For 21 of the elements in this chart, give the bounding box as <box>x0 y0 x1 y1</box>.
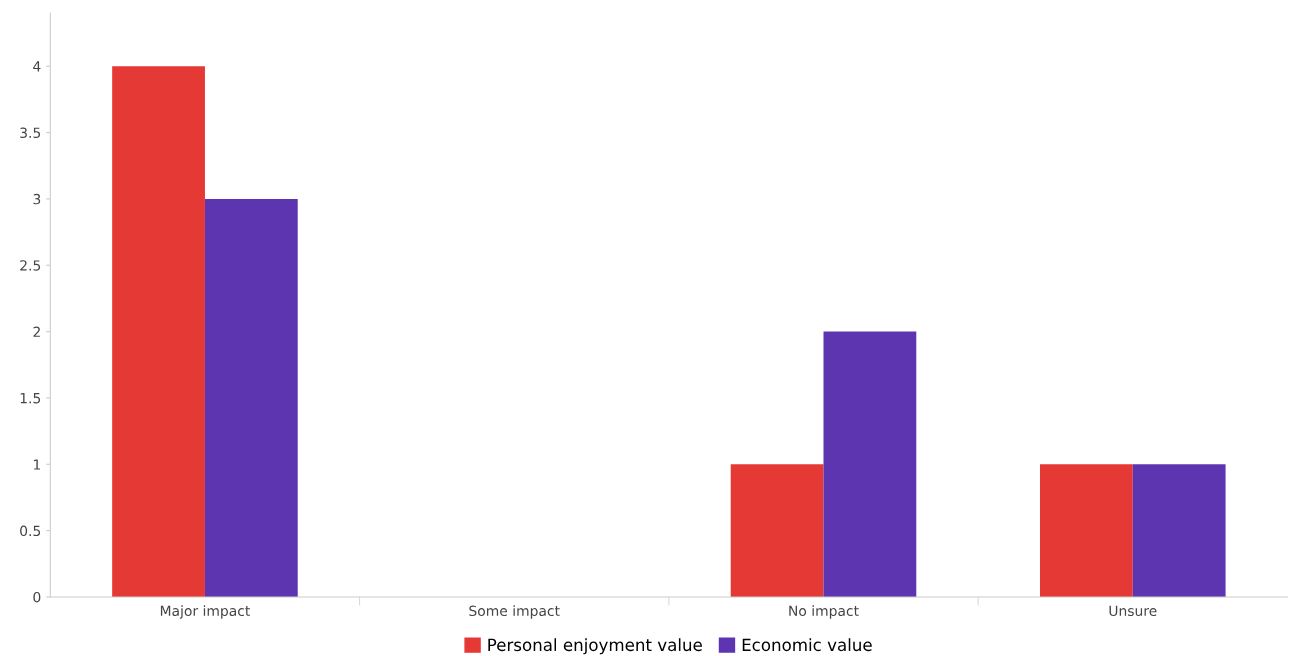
bar <box>112 66 205 597</box>
x-tick-label: Major impact <box>160 605 250 619</box>
bar <box>730 464 824 597</box>
bar <box>823 331 917 597</box>
y-tick-label: 0 <box>33 591 41 603</box>
y-tick-label: 3.5 <box>20 127 41 139</box>
bar <box>1132 464 1226 597</box>
y-tick-label: 1 <box>33 459 40 470</box>
legend-label: Personal enjoyment value <box>488 638 702 655</box>
y-tick-label: 0.5 <box>20 525 41 537</box>
y-tick-label: 4 <box>33 61 41 72</box>
bar <box>204 198 298 597</box>
bar <box>1040 464 1133 597</box>
y-tick-label: 1.5 <box>20 393 41 404</box>
y-tick-label: 3 <box>33 193 41 205</box>
y-tick-label: 2 <box>33 326 40 337</box>
x-tick-label: Some impact <box>469 605 560 619</box>
legend-label: Economic value <box>742 638 872 652</box>
x-tick-label: No impact <box>789 605 859 619</box>
x-tick-label: Unsure <box>1109 605 1157 617</box>
y-tick-label: 2.5 <box>20 260 41 271</box>
